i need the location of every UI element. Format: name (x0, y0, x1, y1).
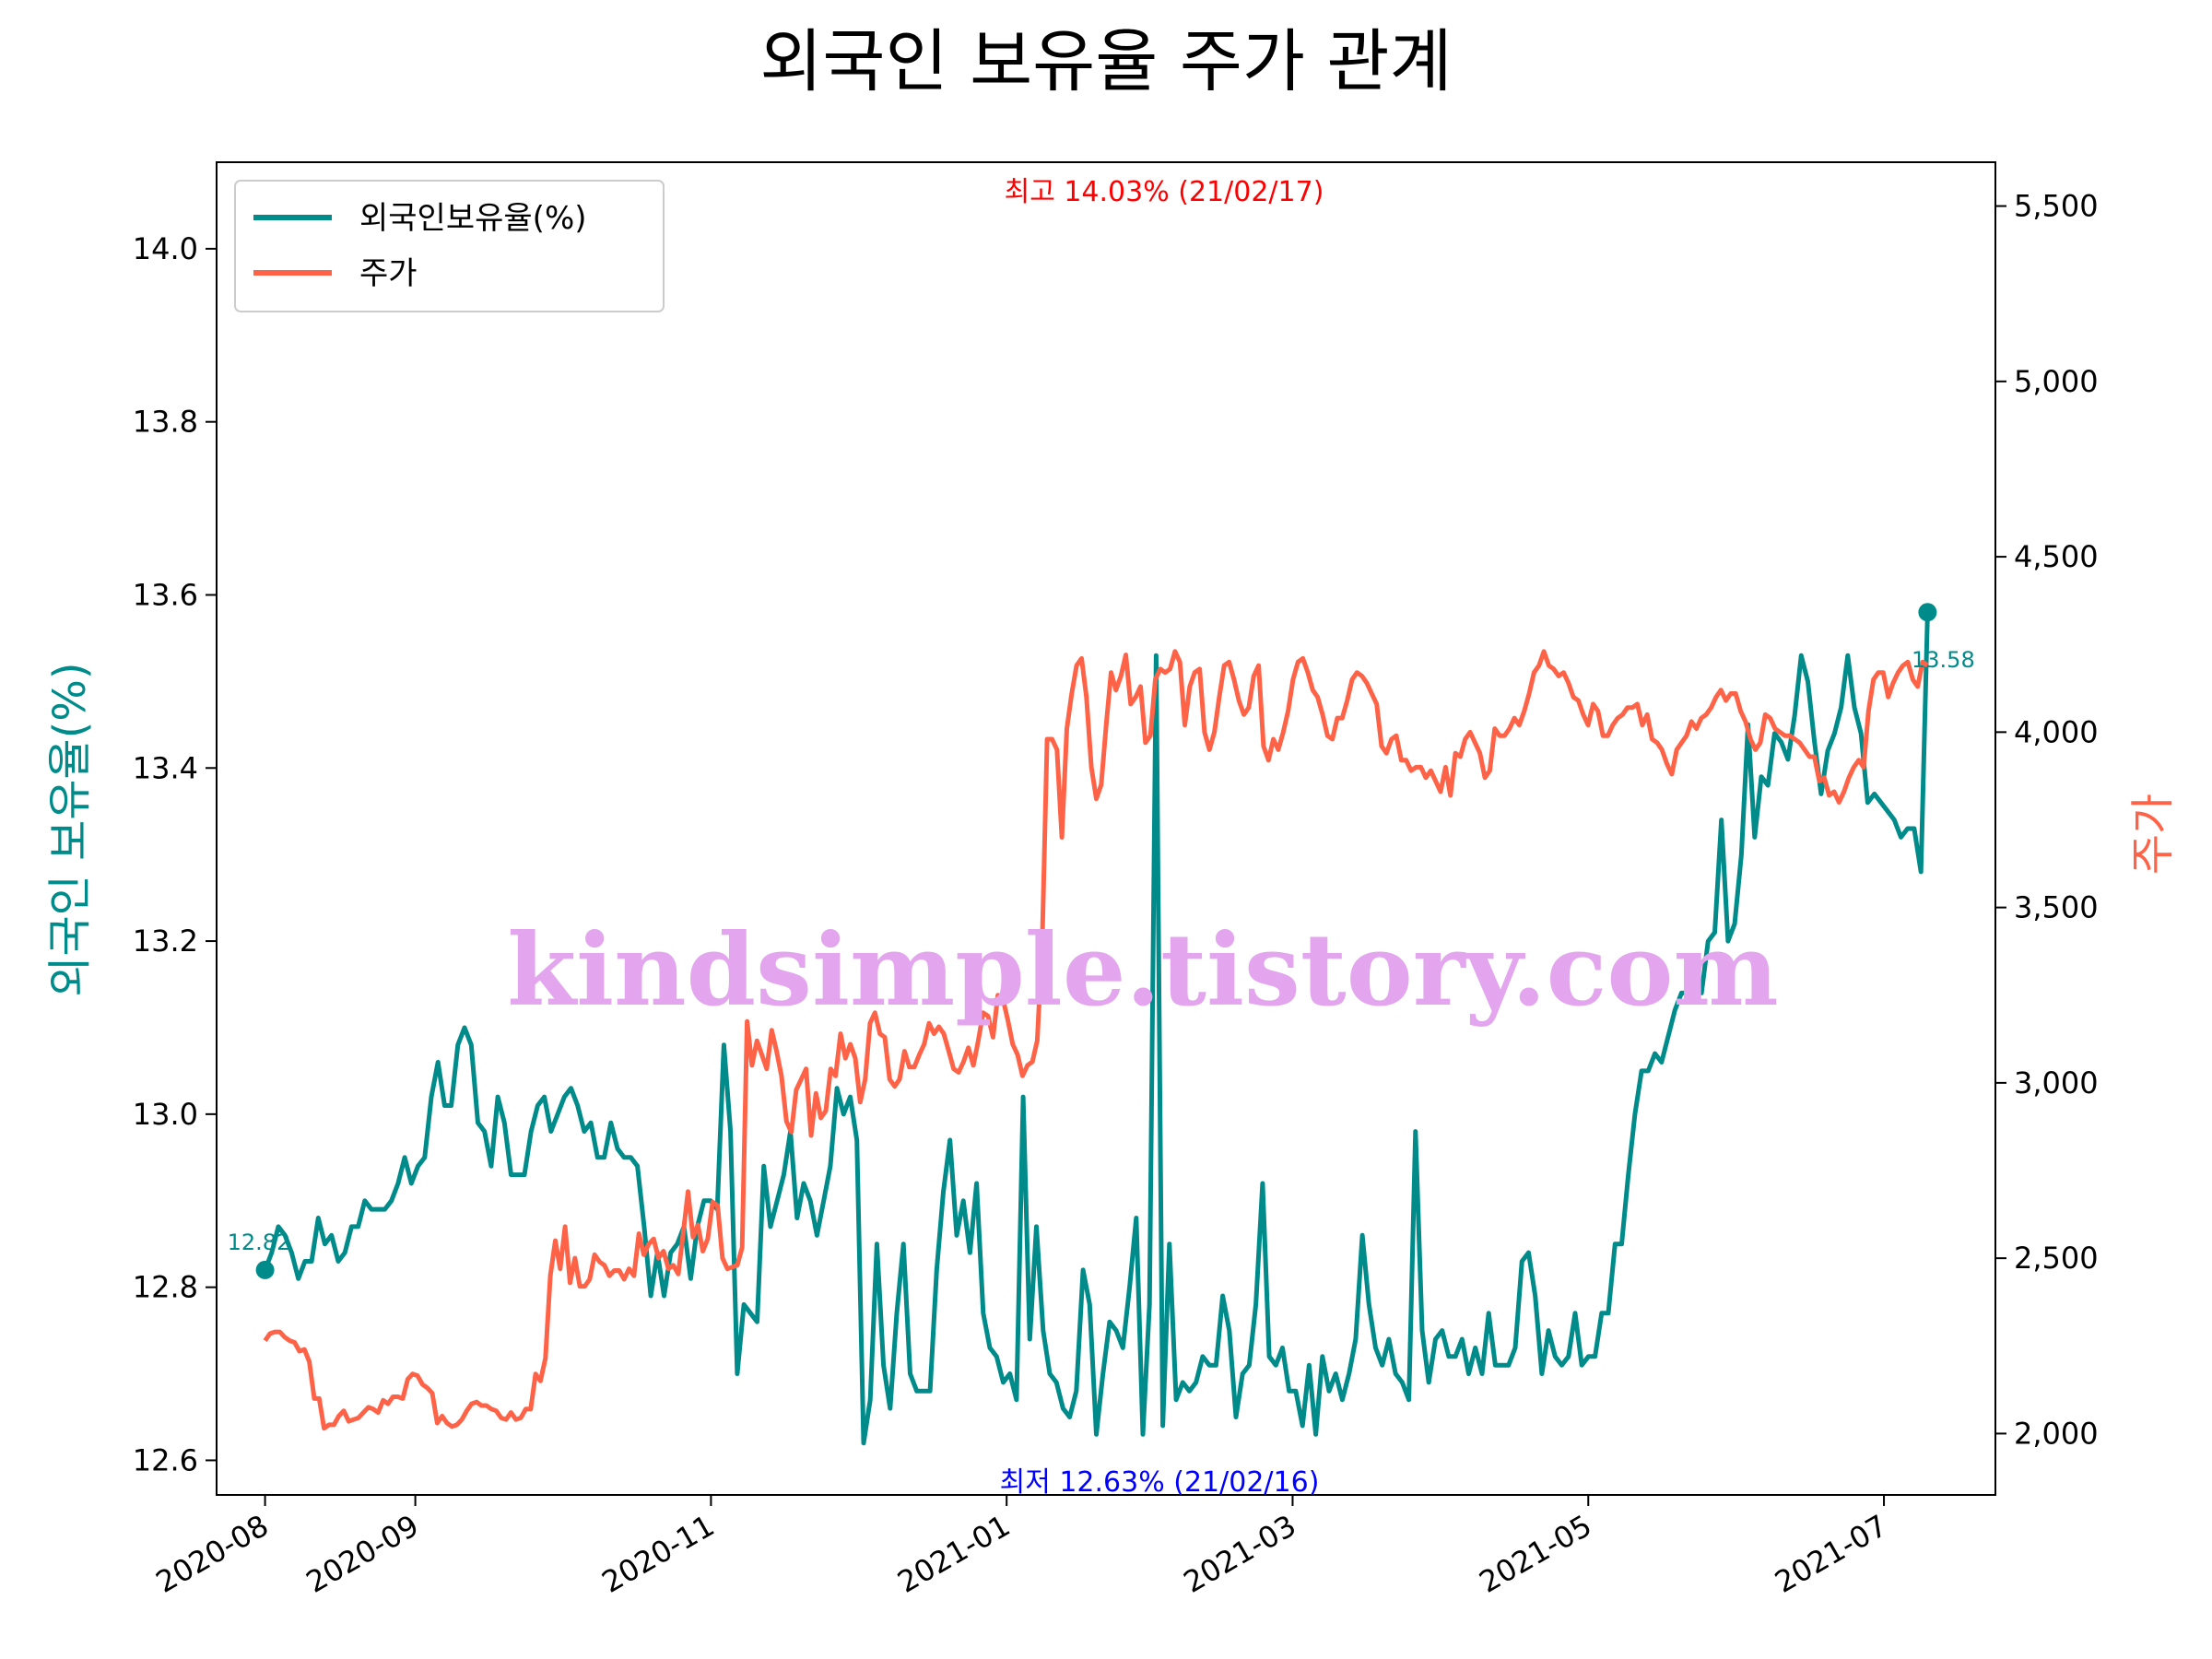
y-right-tick-label: 3,500 (2014, 890, 2099, 925)
series-line-foreign-ownership (263, 612, 1930, 1446)
y-left-tick-label: 13.6 (133, 577, 198, 612)
start-marker (255, 1260, 275, 1279)
chart-title: 외국인 보유율 주가 관계 (759, 22, 1452, 101)
x-tick-label: 2020-08 (150, 1508, 275, 1600)
x-tick-label: 2021-05 (1474, 1508, 1598, 1600)
y-left-tick-label: 14.0 (133, 231, 198, 266)
x-tick-label: 2021-01 (891, 1508, 1016, 1600)
x-tick-label: 2021-07 (1769, 1508, 1893, 1600)
y-right-tick-label: 5,000 (2014, 364, 2099, 399)
x-tick-label: 2021-03 (1178, 1508, 1302, 1600)
y-right-tick-label: 2,000 (2014, 1416, 2099, 1451)
y-left-tick-label: 13.0 (133, 1097, 198, 1132)
axes-layer (216, 161, 1996, 1496)
legend: 외국인보유율(%) 주가 (234, 180, 665, 312)
legend-label-foreign-ownership: 외국인보유율(%) (359, 200, 587, 237)
y-axis-left: 12.6 12.8 13.0 13.2 13.4 13.6 13.8 14.0 (133, 231, 217, 1477)
y-right-tick-label: 5,500 (2014, 189, 2099, 224)
y-axis-right-label: 주가 (2127, 794, 2179, 875)
annotations: 최고 14.03% (21/02/17) 최저 12.63% (21/02/16… (228, 176, 1975, 1499)
end-marker (1918, 603, 1937, 622)
y-left-tick-label: 13.4 (133, 750, 198, 785)
series-layer (255, 603, 1937, 1446)
max-annotation: 최고 14.03% (21/02/17) (1005, 176, 1324, 208)
legend-box (234, 180, 665, 312)
plot-frame (216, 161, 1996, 1496)
watermark: kindsimple.tistory.com (507, 912, 1778, 1029)
y-right-tick-label: 2,500 (2014, 1241, 2099, 1276)
y-left-tick-label: 13.2 (133, 924, 198, 959)
y-axis-right: 2,000 2,500 3,000 3,500 4,000 4,500 5,000 5,500 (1995, 189, 2099, 1451)
series-line-stock-price (263, 649, 1929, 1431)
y-left-tick-label: 13.8 (133, 405, 198, 440)
x-axis: 2020-08 2020-09 2020-11 2021-01 2021-03 2021-… (150, 1495, 1893, 1600)
legend-label-stock-price: 주가 (359, 255, 418, 292)
y-axis-left-label: 외국인 보유율(%) (44, 662, 96, 996)
y-left-tick-label: 12.8 (133, 1270, 198, 1305)
start-value-label: 12.82 (228, 1230, 291, 1255)
y-right-tick-label: 3,000 (2014, 1065, 2099, 1100)
y-right-tick-label: 4,000 (2014, 714, 2099, 749)
x-tick-label: 2020-11 (596, 1508, 721, 1600)
end-value-label: 13.58 (1912, 647, 1975, 673)
y-right-tick-label: 4,500 (2014, 539, 2099, 574)
min-annotation: 최저 12.63% (21/02/16) (1000, 1466, 1320, 1499)
x-tick-label: 2020-09 (300, 1508, 425, 1600)
y-left-tick-label: 12.6 (133, 1442, 198, 1477)
